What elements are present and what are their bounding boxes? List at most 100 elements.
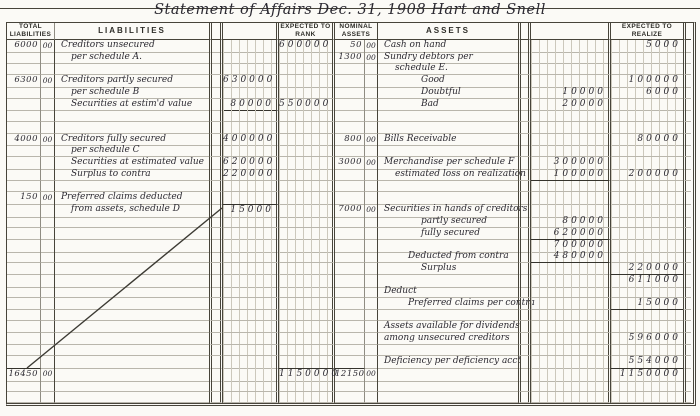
folio-column (209, 168, 223, 182)
liability-detail-amount (223, 192, 279, 205)
folio-column (518, 168, 531, 182)
liability-detail-amount (223, 321, 279, 334)
total-liabilities-amount (7, 309, 41, 322)
ledger-row: 150 00 Preferred claims deducted (7, 192, 693, 205)
liability-description: per schedule A. (55, 52, 209, 65)
asset-detail-amount (531, 262, 611, 276)
nominal-assets-cents: 00 (365, 51, 378, 65)
edge-column (683, 368, 691, 382)
asset-detail-amount (531, 75, 611, 88)
total-liabilities-cents (41, 180, 55, 193)
folio-column (518, 379, 531, 392)
expected-to-realize-amount (611, 309, 683, 322)
liability-detail-amount (223, 332, 279, 346)
nominal-assets-amount (335, 180, 365, 193)
expected-to-rank-amount: 550000 (279, 98, 335, 112)
folio-column (209, 321, 223, 334)
edge-column (683, 286, 691, 299)
asset-description: Good (378, 75, 518, 88)
expected-to-realize-amount (611, 250, 683, 264)
total-liabilities-cents (41, 356, 55, 369)
total-liabilities-amount (7, 227, 41, 240)
total-liabilities-cents (41, 157, 55, 170)
nominal-assets-cents (365, 168, 378, 182)
edge-column (683, 297, 691, 311)
asset-description (378, 310, 518, 322)
asset-detail-amount: 300000 (531, 157, 611, 170)
liability-description (55, 286, 209, 299)
asset-detail-amount (531, 332, 611, 346)
asset-description: Merchandise per schedule F (378, 157, 518, 170)
asset-description (378, 181, 518, 193)
liability-detail-amount (223, 309, 279, 322)
asset-detail-amount (531, 309, 611, 322)
nominal-assets-cents (365, 286, 378, 299)
asset-detail-amount (531, 356, 611, 369)
folio-column (209, 250, 223, 264)
liability-detail-amount: 630000 (223, 75, 279, 88)
asset-description: schedule E. (378, 63, 518, 76)
expected-to-realize-amount (611, 286, 683, 299)
expected-to-realize-amount (611, 215, 683, 229)
liability-description: Creditors fully secured (55, 134, 209, 147)
total-liabilities-cents (41, 332, 55, 346)
asset-description: partly secured (378, 216, 518, 229)
liability-description (55, 356, 209, 369)
liability-detail-amount (223, 344, 279, 357)
asset-description: among unsecured creditors (378, 333, 518, 346)
liability-detail-amount (223, 391, 279, 404)
total-liabilities-amount (7, 180, 41, 193)
edge-column (683, 309, 691, 322)
column-header-expected-to-rank: EXPECTED TO RANK (279, 23, 335, 41)
edge-column (683, 51, 691, 65)
total-liabilities-amount (7, 332, 41, 346)
asset-description: Surplus (378, 263, 518, 276)
total-liabilities-amount (7, 297, 41, 311)
liability-description (55, 263, 209, 276)
edge-column (683, 98, 691, 112)
edge-column (683, 344, 691, 357)
folio-column (518, 40, 531, 53)
liability-detail-amount (223, 215, 279, 229)
expected-to-rank-amount (279, 75, 335, 88)
liability-description (55, 228, 209, 240)
nominal-assets-cents (365, 110, 378, 123)
asset-detail-amount (531, 297, 611, 311)
folio-column (518, 321, 531, 334)
folio-column (518, 110, 531, 123)
expected-to-realize-amount (611, 157, 683, 170)
nominal-assets-cents (365, 227, 378, 240)
expected-to-realize-amount (611, 379, 683, 392)
asset-detail-amount (531, 180, 611, 193)
liability-description (55, 345, 209, 357)
folio-column (209, 192, 223, 205)
column-header-expected-to-realize: EXPECTED TO REALIZE (611, 23, 683, 41)
folio-column (518, 250, 531, 264)
liability-detail-amount (223, 122, 279, 134)
total-liabilities-cents (41, 379, 55, 392)
folio-column (209, 309, 223, 322)
expected-to-rank-amount (279, 297, 335, 311)
edge-column (683, 274, 691, 288)
total-liabilities-amount (7, 321, 41, 334)
asset-detail-amount (531, 192, 611, 205)
liability-detail-amount (223, 250, 279, 264)
folio-column (518, 297, 531, 311)
edge-column (683, 122, 691, 134)
total-liabilities-amount (7, 262, 41, 276)
edge-column (683, 145, 691, 158)
nominal-assets-amount (335, 379, 365, 392)
expected-to-realize-amount (611, 122, 683, 134)
asset-description: Cash on hand (378, 40, 518, 53)
asset-detail-amount (531, 122, 611, 134)
liability-description: Securities at estimated value (55, 157, 209, 170)
nominal-assets-amount (335, 286, 365, 299)
asset-detail-amount: 480000 (531, 250, 611, 264)
ledger-row: fully secured 620000 (7, 227, 693, 240)
top-margin-rule (0, 8, 700, 9)
total-liabilities-amount (7, 63, 41, 76)
folio-column (518, 215, 531, 229)
asset-detail-amount: 620000 (531, 227, 611, 240)
edge-column (683, 262, 691, 276)
liability-detail-amount (223, 227, 279, 240)
